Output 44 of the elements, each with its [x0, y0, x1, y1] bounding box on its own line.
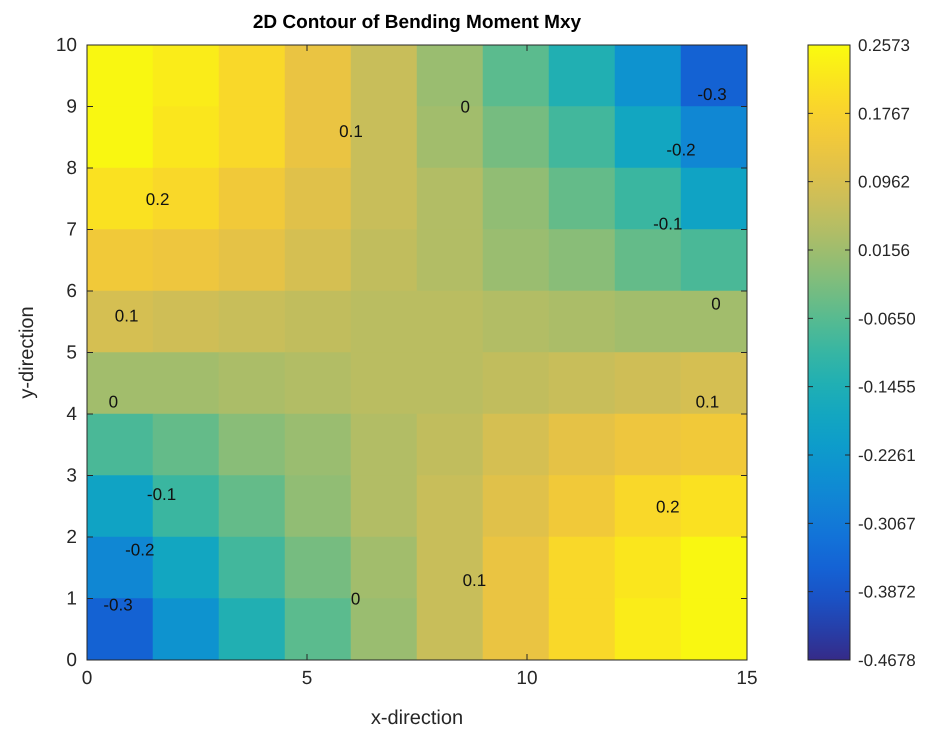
annotation: 0.1 — [339, 122, 363, 142]
annotation: 0.1 — [696, 392, 720, 412]
annotation: -0.1 — [146, 484, 176, 504]
color-bar-label: -0.1455 — [858, 378, 916, 397]
y-tick-label: 4 — [66, 404, 78, 425]
y-tick-label: 9 — [66, 96, 77, 118]
color-bar-label: -0.0650 — [858, 309, 916, 328]
y-tick-label: 1 — [66, 588, 77, 610]
y-tick-label: 0 — [66, 650, 77, 671]
color-bar-label: 0.1767 — [858, 104, 910, 124]
x-tick-label: 5 — [302, 668, 312, 689]
annotation: 0.2 — [146, 190, 170, 209]
annotation: 0 — [460, 98, 470, 116]
annotation: 0.1 — [114, 306, 138, 326]
x-axis-title: x-direction — [370, 707, 464, 729]
color-bar-label: 0.0156 — [858, 241, 910, 260]
x-tick-label: 0 — [82, 668, 92, 689]
y-axis-title: y-direction — [16, 306, 38, 399]
color-bar-label: 0.2573 — [858, 36, 910, 55]
annotation: -0.3 — [697, 85, 727, 104]
color-bar-label: 0.0962 — [858, 172, 910, 192]
y-tick-label: 2 — [66, 527, 77, 548]
color-bar-label: -0.3872 — [858, 582, 916, 602]
y-tick-label: 5 — [66, 342, 77, 364]
y-tick-label: 7 — [66, 220, 77, 240]
annotation: 0.2 — [656, 497, 680, 516]
annotation: 0 — [108, 392, 118, 412]
color-bar-label: -0.2261 — [858, 446, 916, 465]
y-tick-label: 8 — [66, 158, 77, 179]
annotation: 0 — [350, 590, 360, 608]
annotation: -0.1 — [653, 214, 682, 234]
x-tick-label: 10 — [516, 668, 538, 689]
color-bar-label: -0.4678 — [858, 651, 916, 670]
y-tick-label: 10 — [56, 35, 77, 56]
y-tick-label: 3 — [66, 466, 77, 486]
y-tick-label: 6 — [66, 281, 77, 302]
annotation: -0.2 — [125, 540, 154, 560]
color-bar-label: -0.3067 — [858, 514, 916, 534]
annotation: -0.2 — [666, 140, 696, 160]
x-tick-label: 15 — [736, 668, 758, 689]
annotation: -0.3 — [103, 596, 133, 615]
chart-title: 2D Contour of Bending Moment Mxy — [252, 12, 582, 33]
annotation: 0 — [711, 294, 721, 314]
annotation: 0.1 — [462, 571, 486, 590]
